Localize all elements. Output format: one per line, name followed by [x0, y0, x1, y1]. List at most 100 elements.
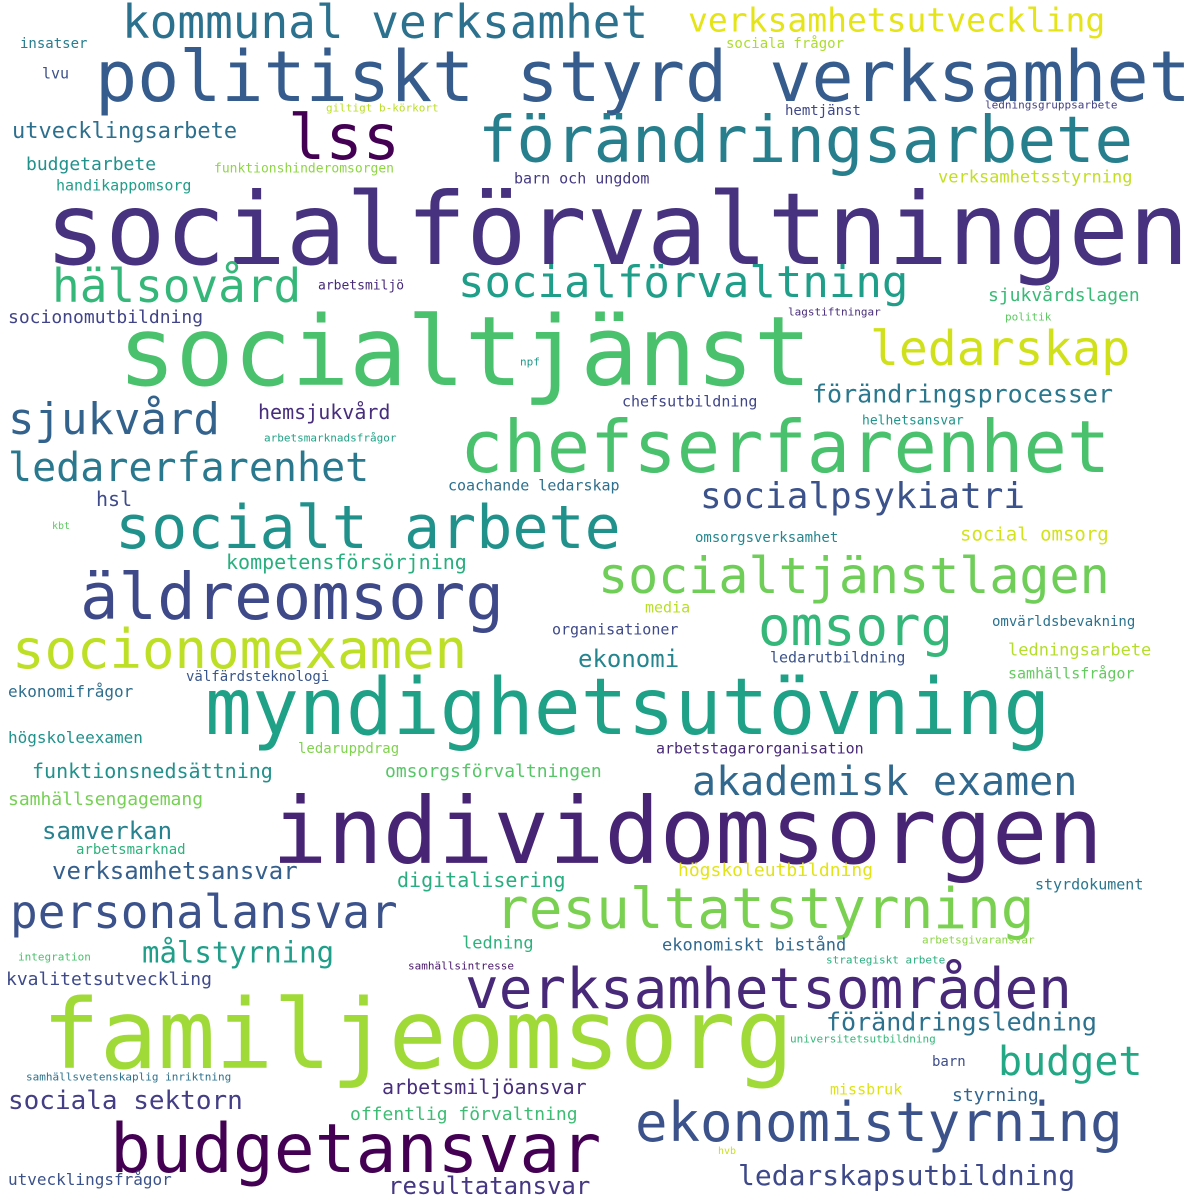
word-verksamhetsstyrning: verksamhetsstyrning [938, 167, 1133, 188]
word-socialforvaltning: socialförvaltning [458, 257, 909, 308]
word-social-omsorg: social omsorg [960, 523, 1109, 546]
word-familjeomsorg: familjeomsorg [42, 979, 794, 1091]
word-ledarerfarenhet: ledarerfarenhet [8, 445, 370, 491]
word-arbetsmarknad: arbetsmarknad [76, 842, 186, 858]
word-utvecklingsarbete: utvecklingsarbete [12, 119, 238, 144]
word-samhallsengagemang: samhällsengagemang [8, 789, 204, 810]
word-socialtjanst: socialtjänst [118, 296, 812, 408]
word-malstyrning: målstyrning [142, 935, 335, 970]
word-omsorgsverksamhet: omsorgsverksamhet [695, 530, 839, 546]
word-arbetstagarorganisation: arbetstagarorganisation [656, 739, 864, 758]
word-sociala-sektorn: sociala sektorn [8, 1086, 243, 1116]
word-lss: lss [288, 101, 400, 174]
word-funktionsnedsattning: funktionsnedsättning [32, 759, 273, 783]
word-verksamhetsansvar: verksamhetsansvar [52, 857, 298, 885]
word-chefsutbildning: chefsutbildning [622, 392, 758, 411]
word-politiskt-styrd-verksamhet: politiskt styrd verksamhet [95, 36, 1191, 118]
word-ledarutbildning: ledarutbildning [770, 648, 906, 667]
word-arbetsgivaransvar: arbetsgivaransvar [922, 933, 1035, 947]
word-digitalisering: digitalisering [397, 868, 566, 892]
word-chefserfarenhet: chefserfarenhet [460, 405, 1111, 489]
word-budget: budget [998, 1039, 1143, 1085]
word-insatser: insatser [20, 36, 88, 52]
word-lvu: lvu [42, 64, 70, 83]
word-media: media [645, 598, 691, 617]
word-kvalitetsutveckling: kvalitetsutveckling [6, 969, 212, 990]
word-kommunal-verksamhet: kommunal verksamhet [122, 0, 649, 49]
word-halsovard: hälsovård [52, 259, 302, 313]
word-utvecklingsfragor: utvecklingsfrågor [8, 1170, 172, 1189]
word-myndighetsutovning: myndighetsutövning [205, 663, 1051, 753]
word-valfardsteknologi: välfärdsteknologi [186, 669, 330, 685]
word-sociala-fragor: sociala frågor [726, 36, 845, 52]
word-ekonomifragor: ekonomifrågor [8, 682, 134, 701]
word-samhallsvetenskaplig-inriktning: samhällsvetenskaplig inriktning [26, 1070, 232, 1084]
word-arbetsmiljoansvar: arbetsmiljöansvar [382, 1075, 587, 1099]
word-ledaruppdrag: ledaruppdrag [298, 741, 400, 757]
word-funktionshinderomsorgen: funktionshinderomsorgen [214, 161, 395, 177]
word-budgetansvar: budgetansvar [110, 1110, 602, 1189]
word-sjukvardslagen: sjukvårdslagen [988, 285, 1140, 306]
word-styrdokument: styrdokument [1035, 875, 1144, 894]
word-aldreomsorg: äldreomsorg [80, 561, 504, 635]
word-ledningsarbete: ledningsarbete [1008, 640, 1152, 661]
word-verksamhetsomraden: verksamhetsområden [465, 957, 1072, 1022]
word-samverkan: samverkan [42, 817, 173, 845]
word-barn-och-ungdom: barn och ungdom [514, 169, 650, 188]
word-arbetsmarknadsfragor: arbetsmarknadsfrågor [264, 431, 397, 445]
word-resultatstyrning: resultatstyrning [495, 877, 1035, 942]
word-hogskoleexamen: högskoleexamen [8, 728, 143, 747]
word-coachande-ledarskap: coachande ledarskap [448, 476, 620, 495]
word-socialt-arbete: socialt arbete [115, 493, 621, 563]
word-budgetarbete: budgetarbete [26, 154, 157, 175]
word-ledningsgruppsarbete: ledningsgruppsarbete [985, 98, 1118, 112]
word-ekonomiskt-bistand: ekonomiskt bistånd [662, 935, 847, 956]
word-giltigt-b-korkort: giltigt b-körkort [326, 101, 439, 115]
word-socialtjanstlagen: socialtjänstlagen [598, 547, 1110, 605]
word-lagstiftningar: lagstiftningar [788, 305, 881, 319]
word-missbruk: missbruk [830, 1080, 903, 1099]
word-samhallsfragor: samhällsfrågor [1008, 664, 1135, 683]
word-strategiskt-arbete: strategiskt arbete [826, 953, 946, 967]
word-socialforvaltningen: socialförvaltningen [45, 171, 1189, 288]
word-kompetensforsorjning: kompetensförsörjning [226, 550, 467, 574]
word-ledning: ledning [462, 933, 534, 954]
word-hemtjanst: hemtjänst [785, 103, 861, 119]
word-styrning: styrning [952, 1085, 1039, 1106]
word-omsorg: omsorg [758, 595, 954, 658]
word-ekonomi: ekonomi [578, 645, 680, 673]
word-politik: politik [1005, 310, 1052, 324]
word-verksamhetsutveckling: verksamhetsutveckling [688, 0, 1106, 40]
word-hsl: hsl [96, 487, 133, 511]
word-socionomutbildning: socionomutbildning [8, 307, 204, 328]
word-universitetsutbildning: universitetsutbildning [790, 1032, 936, 1046]
word-ledarskap: ledarskap [870, 321, 1131, 377]
word-kbt: kbt [52, 521, 71, 532]
word-akademisk-examen: akademisk examen [692, 759, 1078, 805]
word-forandringsarbete: förändringsarbete [478, 104, 1134, 178]
word-organisationer: organisationer [552, 620, 679, 639]
word-forandringsprocesser: förändringsprocesser [812, 379, 1114, 409]
word-omvarldsbevakning: omvärldsbevakning [992, 614, 1136, 630]
word-hvb: hvb [718, 1146, 737, 1157]
word-hogskoleutbildning: högskoleutbildning [678, 860, 874, 881]
word-sjukvard: sjukvård [8, 394, 220, 445]
word-forandringsledning: förändringsledning [826, 1007, 1097, 1037]
word-handikappomsorg: handikappomsorg [56, 176, 192, 195]
word-npf: npf [520, 355, 540, 369]
word-integration: integration [18, 950, 91, 964]
word-helhetsansvar: helhetsansvar [862, 413, 964, 429]
word-socionomexamen: socionomexamen [12, 618, 468, 681]
word-individomsorgen: individomsorgen [272, 778, 1103, 885]
word-samhallsintresse: samhällsintresse [408, 959, 514, 973]
word-omsorgsforvaltningen: omsorgsförvaltningen [385, 761, 602, 782]
word-offentlig-forvaltning: offentlig förvaltning [350, 1104, 578, 1125]
word-barn: barn [932, 1054, 966, 1070]
word-arbetsmiljo: arbetsmiljö [318, 278, 405, 294]
word-personalansvar: personalansvar [10, 885, 398, 939]
word-ekonomistyrning: ekonomistyrning [635, 1091, 1123, 1154]
word-resultatansvar: resultatansvar [388, 1172, 591, 1200]
word-socialpsykiatri: socialpsykiatri [700, 476, 1026, 517]
word-hemsjukvard: hemsjukvård [258, 400, 391, 424]
